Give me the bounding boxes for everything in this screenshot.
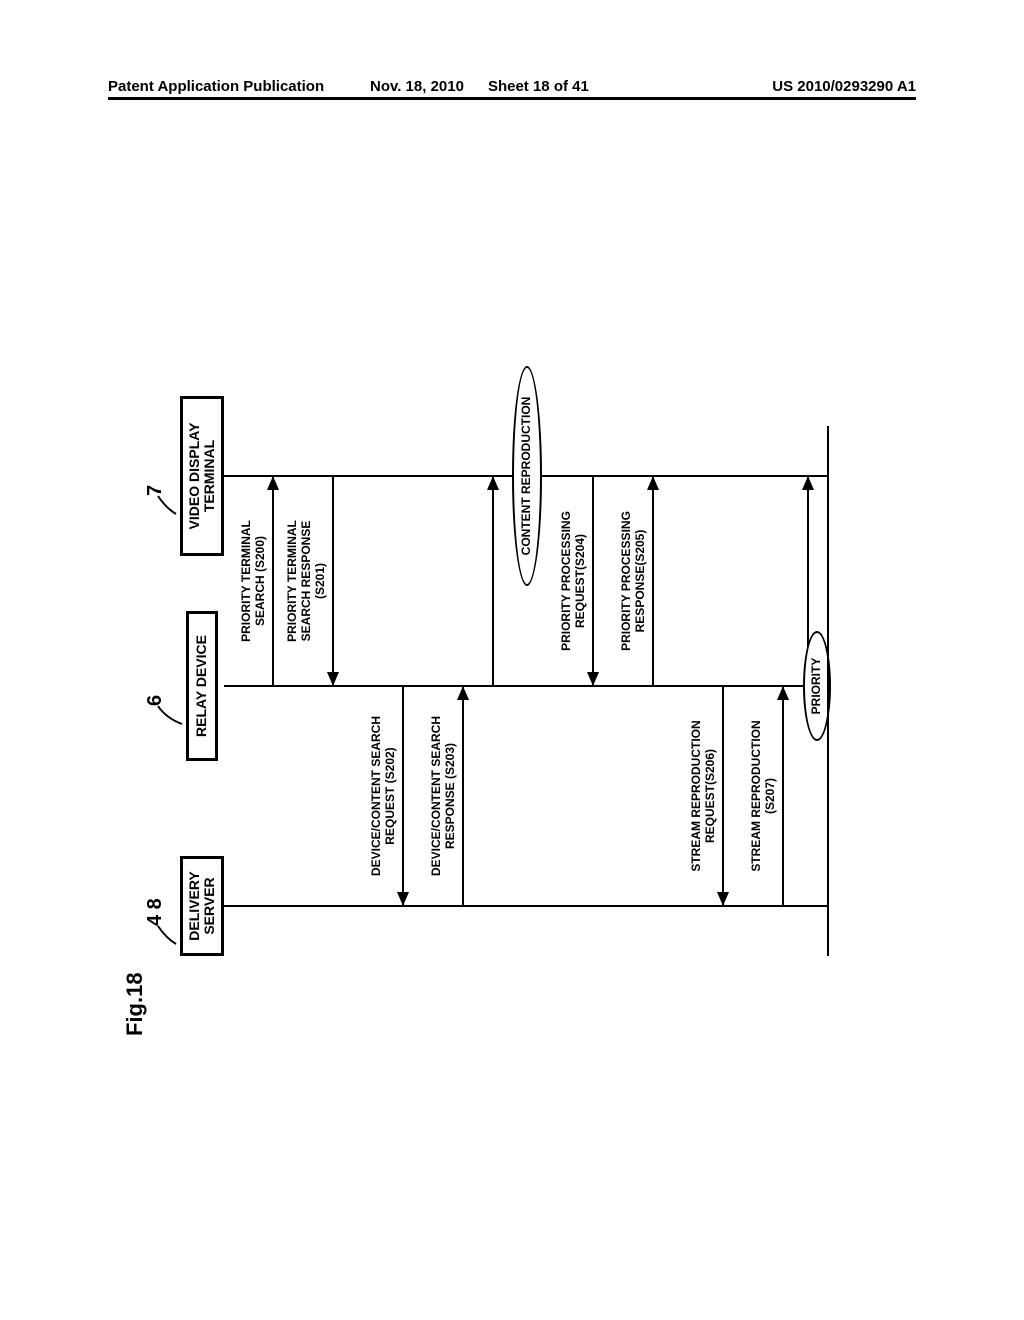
message-label-line: (S207) [764, 686, 778, 906]
message-label-line: STREAM REPRODUCTION [690, 686, 704, 906]
message-label-line: DEVICE/CONTENT SEARCH [370, 686, 384, 906]
lead-line-relay [150, 676, 190, 736]
arrowhead-icon [802, 476, 814, 490]
figure-label: Fig.18 [122, 972, 148, 1036]
message-label: DEVICE/CONTENT SEARCHRESPONSE (S203) [430, 686, 458, 906]
message-label-line: REQUEST(S206) [704, 686, 718, 906]
message-label: PRIORITY PROCESSINGRESPONSE(S205) [620, 471, 648, 691]
message-arrow [402, 686, 404, 906]
arrowhead-icon [457, 686, 469, 700]
message-label-line: SEARCH (S200) [254, 471, 268, 691]
message-arrow [272, 476, 274, 686]
message-label-line: RESPONSE (S203) [444, 686, 458, 906]
lead-line-display [150, 466, 190, 526]
entity-label-line: RELAY DEVICE [194, 618, 209, 754]
message-label: PRIORITY TERMINALSEARCH (S200) [240, 471, 268, 691]
lifeline-server [224, 905, 827, 907]
arrowhead-icon [647, 476, 659, 490]
message-label-line: DEVICE/CONTENT SEARCH [430, 686, 444, 906]
arrowhead-icon [717, 892, 729, 906]
message-arrow [592, 476, 594, 686]
figure-wrap: Fig.18 DELIVERYSERVER4 8RELAY DEVICE6VID… [0, 0, 1024, 1320]
message-label: STREAM REPRODUCTION(S207) [750, 686, 778, 906]
message-arrow [652, 476, 654, 686]
state-bubble: CONTENT REPRODUCTION [512, 366, 542, 586]
message-label-line: SEARCH RESPONSE [300, 471, 314, 691]
entity-label-line: TERMINAL [202, 403, 217, 549]
message-label-line: (S201) [314, 471, 328, 691]
arrowhead-icon [397, 892, 409, 906]
sequence-diagram: Fig.18 DELIVERYSERVER4 8RELAY DEVICE6VID… [162, 386, 862, 1006]
message-label-line: PRIORITY TERMINAL [240, 471, 254, 691]
entity-label-line: SERVER [202, 863, 217, 949]
message-label-line: REQUEST (S202) [384, 686, 398, 906]
message-label-line: STREAM REPRODUCTION [750, 686, 764, 906]
message-label: PRIORITY PROCESSINGREQUEST(S204) [560, 471, 588, 691]
arrowhead-icon [327, 672, 339, 686]
arrowhead-icon [587, 672, 599, 686]
entity-relay: RELAY DEVICE [186, 611, 218, 761]
message-label-line: PRIORITY TERMINAL [286, 471, 300, 691]
message-arrow [782, 686, 784, 906]
message-label-line: PRIORITY PROCESSING [560, 471, 574, 691]
arrowhead-icon [487, 476, 499, 490]
message-label-line: PRIORITY PROCESSING [620, 471, 634, 691]
arrowhead-icon [777, 686, 789, 700]
lead-line-server [150, 896, 190, 956]
message-label-line: REQUEST(S204) [574, 471, 588, 691]
message-label-line: RESPONSE(S205) [634, 471, 648, 691]
message-label: PRIORITY TERMINALSEARCH RESPONSE(S201) [286, 471, 327, 691]
message-label: DEVICE/CONTENT SEARCHREQUEST (S202) [370, 686, 398, 906]
message-label: STREAM REPRODUCTIONREQUEST(S206) [690, 686, 718, 906]
message-arrow [722, 686, 724, 906]
message-arrow [492, 476, 494, 686]
message-arrow [462, 686, 464, 906]
message-arrow [332, 476, 334, 686]
arrowhead-icon [267, 476, 279, 490]
diagram-bottom-bound [827, 426, 829, 956]
